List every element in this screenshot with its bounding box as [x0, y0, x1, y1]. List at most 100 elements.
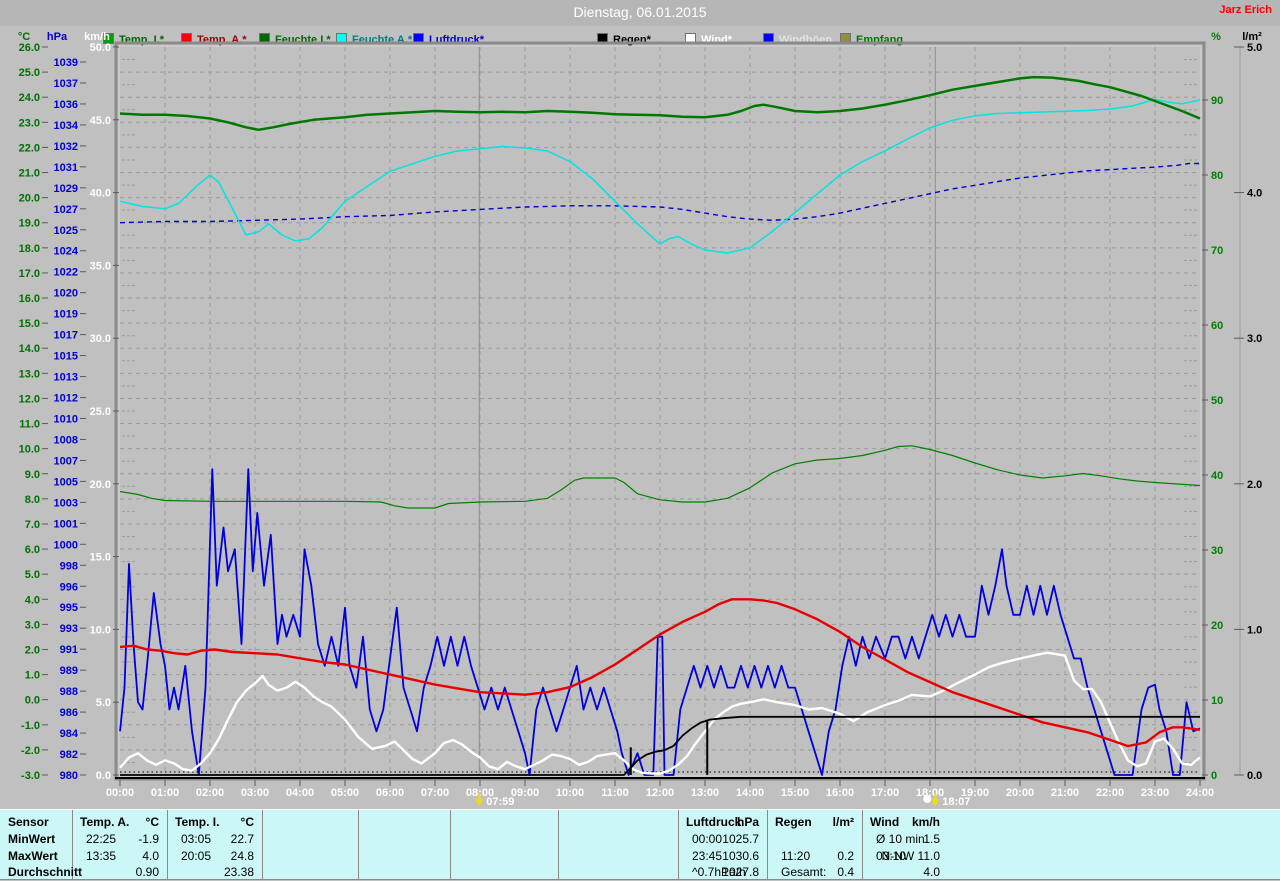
svg-text:12.0: 12.0 [19, 393, 40, 405]
svg-text:11:00: 11:00 [601, 787, 629, 799]
cell-value: 1.5 [923, 832, 940, 846]
svg-text:989: 989 [60, 665, 78, 677]
svg-text:05:00: 05:00 [331, 787, 359, 799]
svg-text:1025: 1025 [54, 225, 78, 237]
svg-text:1034: 1034 [54, 120, 79, 132]
svg-text:0.0: 0.0 [25, 695, 40, 707]
svg-text:5.0: 5.0 [25, 569, 40, 581]
svg-text:23:00: 23:00 [1141, 787, 1169, 799]
svg-text:17.0: 17.0 [19, 268, 40, 280]
svg-text:1039: 1039 [54, 57, 78, 69]
row-label: Sensor [8, 815, 49, 829]
svg-text:km/h: km/h [84, 31, 110, 43]
svg-text:30: 30 [1211, 545, 1223, 557]
stats-table: Sensor MinWert MaxWert Durchschnitt Temp. A.… [0, 809, 1280, 880]
svg-text:1037: 1037 [54, 78, 78, 90]
svg-text:02:00: 02:00 [196, 787, 224, 799]
svg-text:16:00: 16:00 [826, 787, 854, 799]
svg-text:8.0: 8.0 [25, 494, 40, 506]
cell-time: 20:05 [181, 849, 212, 863]
svg-text:7.0: 7.0 [25, 519, 40, 531]
svg-text:-3.0: -3.0 [21, 770, 40, 782]
svg-text:0: 0 [1211, 770, 1217, 782]
svg-text:1001: 1001 [54, 518, 78, 530]
svg-text:18:07: 18:07 [942, 796, 970, 808]
svg-text:988: 988 [60, 686, 78, 698]
sunset-marker-icon [923, 793, 940, 806]
series-feuchte-a [119, 98, 1201, 254]
svg-text:0.0: 0.0 [96, 770, 111, 782]
cell-time: ^0.7hPa/h [692, 865, 746, 879]
svg-text:35.0: 35.0 [90, 260, 111, 272]
gridlines [120, 47, 1200, 775]
col-header: Temp. I. [175, 815, 220, 829]
table-separator [358, 810, 359, 879]
series-windboeen [119, 468, 1201, 776]
cell-value: 0.90 [135, 865, 159, 879]
svg-text:45.0: 45.0 [90, 115, 111, 127]
station-owner-label: Jarz Erich [1219, 4, 1272, 16]
svg-text:l/m²: l/m² [1242, 31, 1262, 43]
svg-text:1012: 1012 [54, 393, 78, 405]
page-title: Dienstag, 06.01.2015 [573, 4, 707, 20]
svg-text:20.0: 20.0 [19, 193, 40, 205]
svg-text:00:00: 00:00 [106, 787, 134, 799]
table-separator [262, 810, 263, 879]
svg-text:07:00: 07:00 [421, 787, 449, 799]
svg-text:60: 60 [1211, 320, 1223, 332]
cell-value: -1.9 [138, 832, 159, 846]
svg-text:15:00: 15:00 [781, 787, 809, 799]
svg-text:°C: °C [18, 31, 30, 43]
svg-text:20: 20 [1211, 620, 1223, 632]
svg-text:9.0: 9.0 [25, 469, 40, 481]
svg-text:21:00: 21:00 [1051, 787, 1079, 799]
svg-text:11.0: 11.0 [19, 419, 40, 431]
series-temp-i [119, 75, 1201, 132]
cell-value: 4.0 [142, 849, 159, 863]
svg-text:2.0: 2.0 [1247, 479, 1262, 491]
chart-canvas[interactable]: 26.0 25.0 24.0 23.0 22.0 21.0 20.0 19.0 18.0 17.0… [0, 0, 1280, 810]
svg-text:984: 984 [60, 728, 79, 740]
series-lines [119, 75, 1201, 776]
svg-text:19:00: 19:00 [961, 787, 989, 799]
svg-text:1010: 1010 [54, 414, 78, 426]
svg-text:15.0: 15.0 [90, 552, 111, 564]
svg-text:40: 40 [1211, 470, 1223, 482]
table-separator [72, 810, 73, 879]
table-separator [167, 810, 168, 879]
cell-time: 13:35 [86, 849, 117, 863]
svg-text:1000: 1000 [54, 539, 78, 551]
row-label: MinWert [8, 832, 56, 846]
svg-text:50.0: 50.0 [90, 42, 111, 54]
svg-text:1003: 1003 [54, 497, 78, 509]
table-separator [678, 810, 679, 879]
svg-text:70: 70 [1211, 245, 1223, 257]
svg-text:23.0: 23.0 [19, 117, 40, 129]
series-temp-a [119, 598, 1201, 748]
temp-i-swatch-icon [103, 33, 114, 44]
sun-lines [478, 47, 936, 775]
cell-time: 23:45 [692, 849, 723, 863]
cell-value: 1025.7 [722, 832, 759, 846]
svg-text:07:59: 07:59 [486, 796, 514, 808]
svg-text:01:00: 01:00 [151, 787, 179, 799]
sun-markers: 07:59 18:07 [475, 793, 970, 808]
cell-time: 00:00 [692, 832, 723, 846]
cell-time: 03:10 [876, 849, 907, 863]
svg-text:6.0: 6.0 [25, 544, 40, 556]
svg-text:1013: 1013 [54, 372, 78, 384]
svg-text:hPa: hPa [47, 31, 68, 43]
table-separator [558, 810, 559, 879]
svg-text:20.0: 20.0 [90, 479, 111, 491]
svg-text:995: 995 [60, 602, 78, 614]
col-unit: km/h [911, 815, 940, 829]
col-header: Temp. A. [80, 815, 130, 829]
svg-text:998: 998 [60, 560, 78, 572]
cell-value: 1027.8 [722, 865, 759, 879]
svg-text:03:00: 03:00 [241, 787, 269, 799]
svg-text:0.0: 0.0 [1247, 770, 1262, 782]
svg-text:16.0: 16.0 [19, 293, 40, 305]
svg-text:993: 993 [60, 623, 78, 635]
svg-text:1005: 1005 [54, 476, 78, 488]
